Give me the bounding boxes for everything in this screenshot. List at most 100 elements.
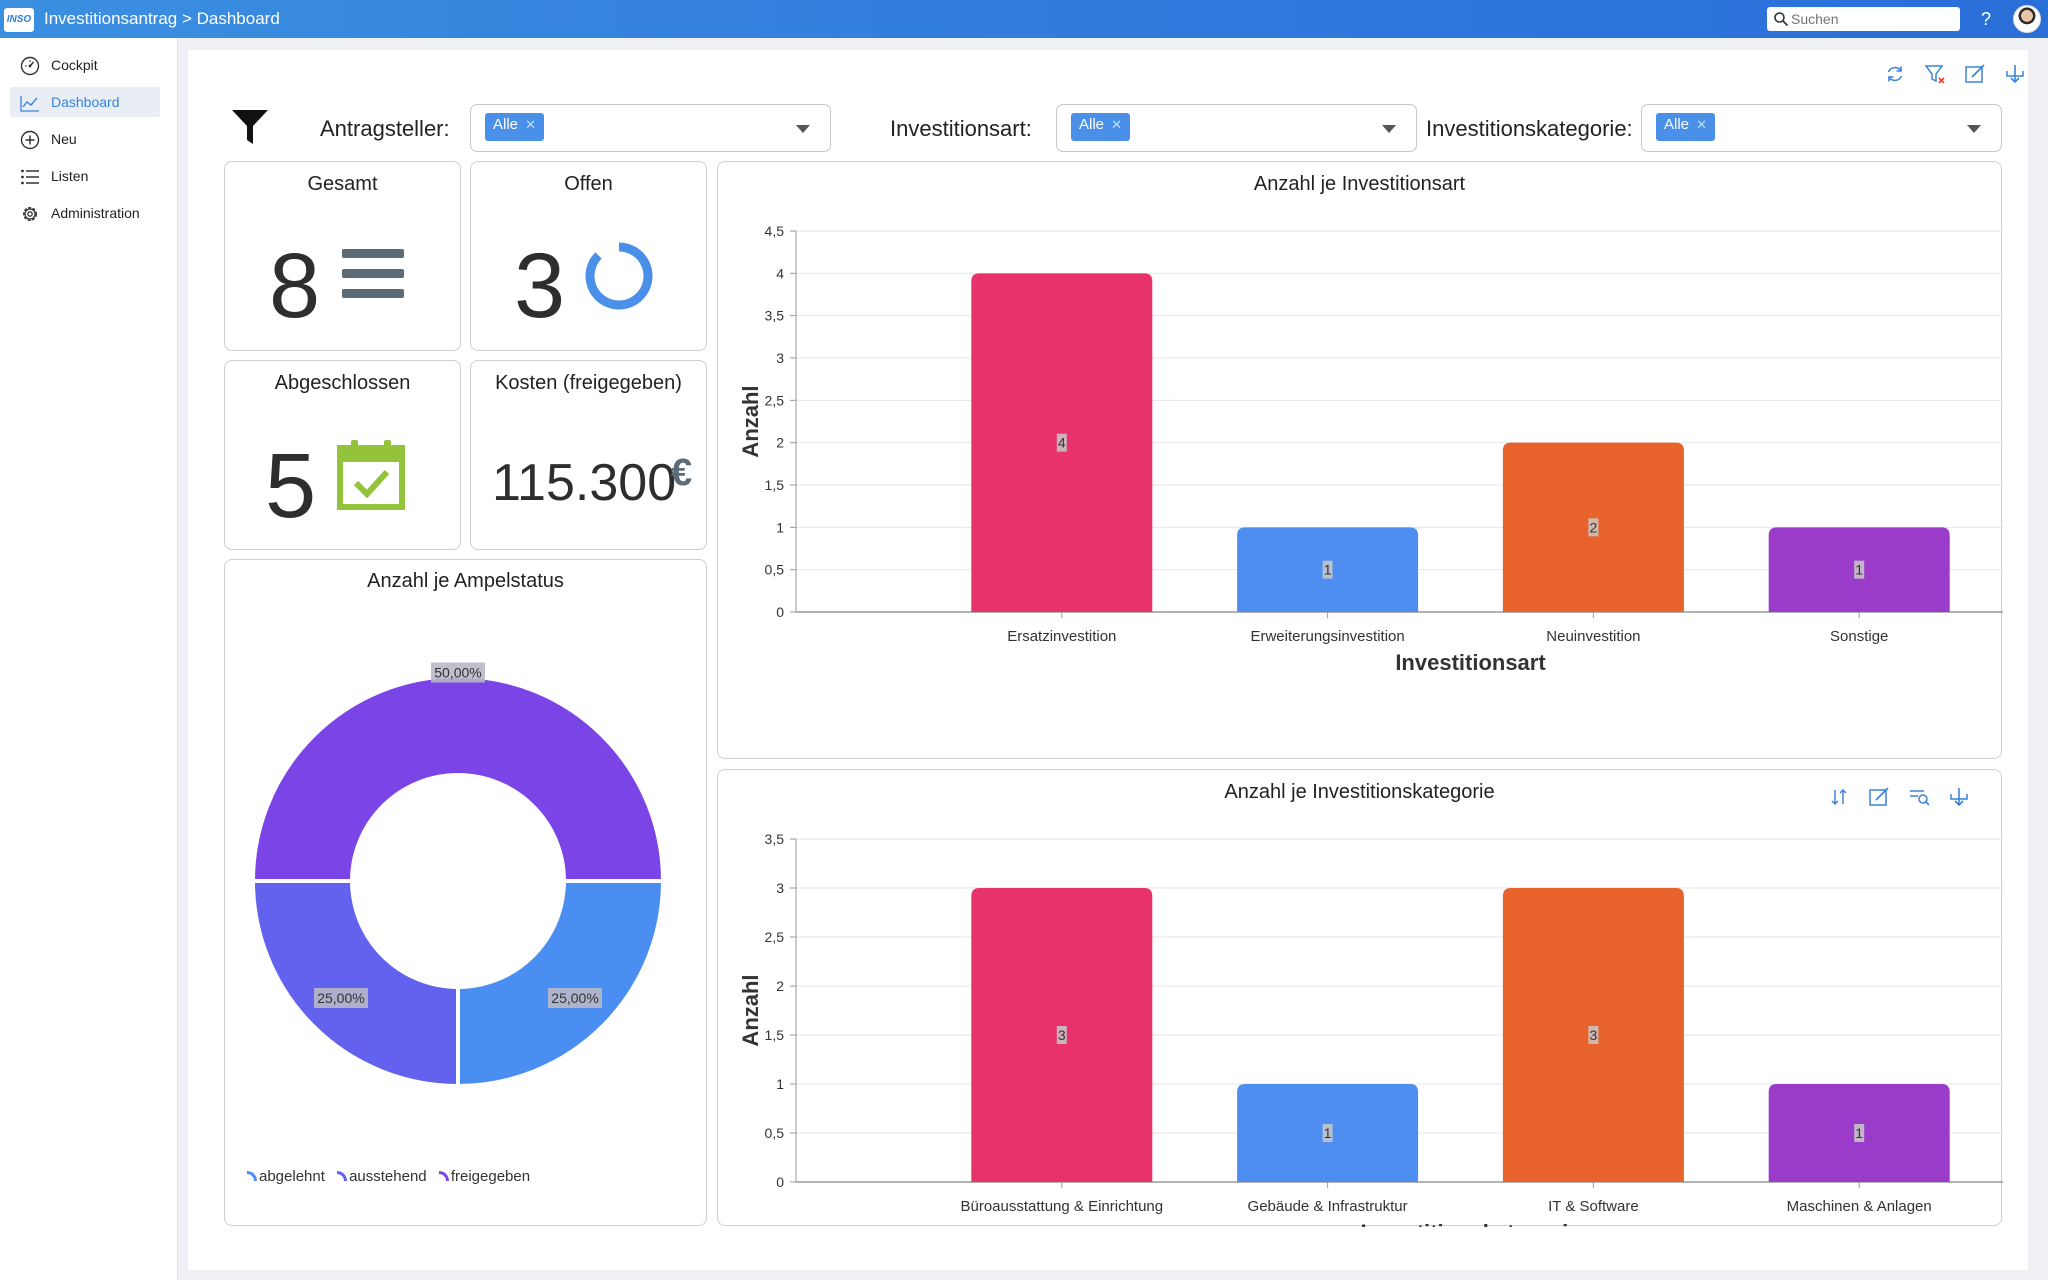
data-label-bg bbox=[1322, 1124, 1333, 1142]
bar-chart-investitionskategorie[interactable]: 0 0,5 1 1,5 2 2,5 3 3,5 3 Büroausstattung & Einri… bbox=[718, 770, 2003, 1227]
x-tick-label: Büroausstattung & Einrichtung bbox=[960, 1198, 1163, 1215]
y-tick-label: 1 bbox=[776, 1076, 784, 1092]
chevron-down-icon[interactable] bbox=[1967, 125, 1981, 133]
sidebar-item-label: Dashboard bbox=[51, 94, 120, 110]
chart-card-investitionskategorie[interactable]: Anzahl je Investitionskategorie 0 0,5 1 1,5… bbox=[717, 769, 2003, 1227]
y-tick-label: 3,5 bbox=[765, 308, 785, 324]
slice-label-bg bbox=[313, 988, 368, 1009]
y-tick-label: 4,5 bbox=[765, 223, 785, 239]
y-tick-label: 2,5 bbox=[765, 929, 785, 945]
legend-item[interactable]: freigegeben bbox=[438, 1168, 530, 1185]
list-icon bbox=[21, 169, 39, 185]
data-label: 1 bbox=[1855, 562, 1863, 578]
sidebar-item-neu[interactable]: Neu bbox=[10, 124, 160, 154]
plus-circle-icon bbox=[20, 130, 40, 150]
sidebar-item-label: Cockpit bbox=[51, 57, 98, 73]
chart-card-ampelstatus[interactable]: Anzahl je Ampelstatus 50,00% 25,00% 25,00%… bbox=[224, 559, 707, 1226]
filter-chip[interactable]: Alle ✕ bbox=[1656, 113, 1716, 141]
edit-icon[interactable] bbox=[1868, 786, 1890, 808]
donut-slice bbox=[250, 674, 666, 883]
top-bar: INSO Investitionsantrag > Dashboard ? bbox=[0, 0, 2048, 38]
search-list-icon[interactable] bbox=[1908, 786, 1930, 808]
slice-label: 25,00% bbox=[551, 990, 598, 1006]
data-label-bg bbox=[1056, 1026, 1067, 1044]
data-label: 1 bbox=[1855, 1125, 1863, 1141]
kpi-card-abgeschlossen[interactable]: Abgeschlossen 5 bbox=[224, 360, 461, 550]
kpi-title: Kosten (freigegeben) bbox=[495, 372, 682, 394]
clear-filter-icon[interactable] bbox=[1924, 63, 1946, 85]
search-box[interactable] bbox=[1767, 7, 1960, 31]
x-tick-label: Maschinen & Anlagen bbox=[1787, 1198, 1932, 1215]
x-tick-label: Gebäude & Infrastruktur bbox=[1248, 1198, 1408, 1215]
legend-item[interactable]: ausstehend bbox=[337, 1168, 427, 1185]
sidebar-item-dashboard[interactable]: Dashboard bbox=[10, 87, 160, 117]
kpi-card-gesamt[interactable]: Gesamt 8 bbox=[224, 161, 461, 351]
x-tick-label: Neuinvestition bbox=[1546, 628, 1640, 645]
filter-chip[interactable]: Alle ✕ bbox=[1071, 113, 1131, 141]
y-tick-label: 1,5 bbox=[765, 477, 785, 493]
list-lines-icon bbox=[342, 249, 404, 298]
chevron-down-icon[interactable] bbox=[796, 125, 810, 133]
download-icon[interactable] bbox=[1948, 786, 1970, 808]
search-input[interactable] bbox=[1791, 9, 1951, 29]
legend-label: abgelehnt bbox=[259, 1168, 325, 1185]
x-tick-label: Sonstige bbox=[1830, 628, 1888, 645]
data-label: 3 bbox=[1058, 1027, 1066, 1043]
filter-label-investitionskategorie: Investitionskategorie: bbox=[1426, 116, 1633, 141]
investitionskategorie-select[interactable]: Alle ✕ bbox=[1641, 104, 2002, 152]
sidebar: Cockpit Dashboard Neu Listen Administrat… bbox=[0, 38, 178, 1280]
edit-icon[interactable] bbox=[1964, 63, 1986, 85]
filter-chip[interactable]: Alle ✕ bbox=[485, 113, 545, 141]
kpi-card-kosten[interactable]: Kosten (freigegeben) 115.300 € bbox=[470, 360, 707, 550]
data-label: 2 bbox=[1590, 519, 1598, 535]
y-tick-label: 3 bbox=[776, 350, 784, 366]
kpi-value: 3 bbox=[514, 235, 566, 337]
data-label: 1 bbox=[1324, 1125, 1332, 1141]
chip-remove-icon[interactable]: ✕ bbox=[1111, 117, 1123, 132]
sidebar-item-listen[interactable]: Listen bbox=[10, 161, 160, 191]
help-button[interactable]: ? bbox=[1980, 9, 1991, 29]
sidebar-item-administration[interactable]: Administration bbox=[10, 198, 160, 228]
dashboard-canvas: Antragsteller: Alle ✕ Investitionsart: A… bbox=[188, 50, 2028, 1270]
data-label: 1 bbox=[1324, 562, 1332, 578]
y-tick-label: 4 bbox=[776, 265, 784, 281]
user-avatar[interactable] bbox=[2013, 5, 2041, 33]
slice-label: 50,00% bbox=[434, 665, 481, 681]
chevron-down-icon[interactable] bbox=[1382, 125, 1396, 133]
antragsteller-select[interactable]: Alle ✕ bbox=[470, 104, 831, 152]
bar-chart-investitionsart[interactable]: 0 0,5 1 1,5 2 2,5 3 3,5 4 4,5 4 Ersatzinvestition 1 E… bbox=[718, 162, 2003, 760]
slice-label-bg bbox=[431, 662, 485, 683]
slice-label-bg bbox=[548, 988, 603, 1009]
sort-icon[interactable] bbox=[1828, 786, 1850, 808]
chip-label: Alle bbox=[1664, 116, 1690, 133]
y-tick-label: 2 bbox=[776, 978, 784, 994]
legend-item[interactable]: abgelehnt bbox=[247, 1168, 325, 1185]
breadcrumb-title: Investitionsantrag > Dashboard bbox=[44, 9, 280, 28]
y-tick-label: 3,5 bbox=[765, 831, 785, 847]
app-logo[interactable]: INSO bbox=[4, 8, 34, 32]
data-label-bg bbox=[1854, 560, 1865, 579]
slice-label: 25,00% bbox=[317, 990, 364, 1006]
chart-card-investitionsart[interactable]: Anzahl je Investitionsart 0 0,5 1 1,5 2 2,5 3 3… bbox=[717, 161, 2003, 760]
chip-remove-icon[interactable]: ✕ bbox=[525, 117, 537, 132]
filter-label-investitionsart: Investitionsart: bbox=[890, 116, 1032, 141]
y-tick-label: 1 bbox=[776, 519, 784, 535]
x-tick-label: IT & Software bbox=[1548, 1198, 1639, 1215]
data-label-bg bbox=[1588, 518, 1599, 537]
data-label-bg bbox=[1588, 1026, 1599, 1044]
download-icon[interactable] bbox=[2004, 63, 2026, 85]
chip-label: Alle bbox=[1079, 116, 1105, 133]
kpi-title: Gesamt bbox=[307, 173, 378, 195]
kpi-card-offen[interactable]: Offen 3 bbox=[470, 161, 707, 351]
chip-remove-icon[interactable]: ✕ bbox=[1696, 117, 1708, 132]
sidebar-item-cockpit[interactable]: Cockpit bbox=[10, 50, 160, 80]
donut-chart[interactable]: 50,00% 25,00% 25,00% bbox=[225, 560, 708, 1227]
x-axis-title: Investitionskategorie bbox=[1360, 1220, 1580, 1227]
investitionsart-select[interactable]: Alle ✕ bbox=[1056, 104, 1417, 152]
filter-icon bbox=[232, 110, 268, 144]
search-icon bbox=[1774, 12, 1789, 27]
y-tick-label: 2,5 bbox=[765, 392, 785, 408]
legend-swatch-icon bbox=[247, 1171, 257, 1181]
y-tick-label: 0 bbox=[776, 1174, 784, 1190]
refresh-icon[interactable] bbox=[1884, 63, 1906, 85]
